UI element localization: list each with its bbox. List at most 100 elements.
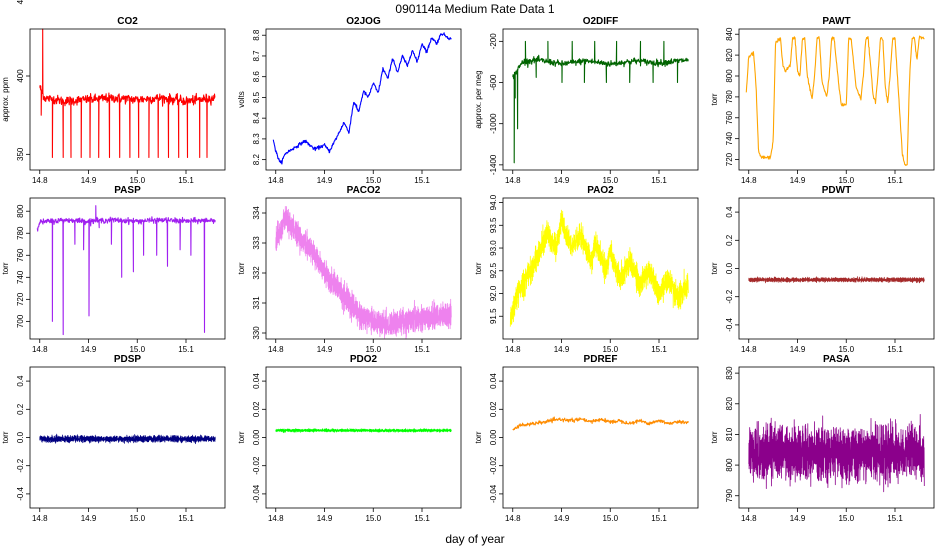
panel-title: CO2: [117, 16, 138, 27]
y-tick-label: 0.2: [725, 234, 734, 246]
series-line: [36, 205, 216, 336]
x-tick-label: 14.8: [505, 514, 521, 523]
panel-pasa: PASA torr 14.8 14.9 15.0 15.1 790 800 810 820 830: [710, 354, 935, 523]
panel-co2: CO2 approx. ppm 14.8 14.9 15.0 15.1 350 400 450: [1, 0, 226, 185]
y-tick-label: 0.2: [16, 403, 25, 415]
x-tick-label: 15.1: [651, 345, 667, 354]
y-tick-label: 8.5: [252, 91, 261, 103]
y-axis-label: approx. per meg: [474, 70, 483, 128]
plot-frame: [29, 28, 226, 171]
y-tick-label: 93.0: [489, 240, 498, 256]
x-tick-label: 15.1: [414, 176, 430, 185]
panel-pdwt: PDWT torr 14.8 14.9 15.0 15.1 -0.4 -0.2 0.0 0.2 0.…: [710, 185, 935, 354]
panel-pasp: PASP torr 14.8 14.9 15.0 15.1 700 720 740 760 780 8…: [1, 185, 226, 354]
x-tick-label: 14.9: [790, 514, 806, 523]
x-tick-label: 14.8: [505, 176, 521, 185]
x-tick-label: 14.9: [317, 514, 333, 523]
x-tick-label: 14.8: [268, 514, 284, 523]
y-tick-label: 92.5: [489, 262, 498, 278]
y-tick-label: 780: [16, 226, 25, 240]
y-tick-label: 740: [16, 270, 25, 284]
x-tick-label: 14.8: [741, 176, 757, 185]
y-tick-label: 810: [725, 427, 734, 441]
x-tick-label: 15.0: [365, 345, 381, 354]
y-tick-label: 800: [16, 204, 25, 218]
x-tick-label: 14.9: [317, 345, 333, 354]
x-tick-label: 14.9: [554, 514, 570, 523]
y-tick-label: 820: [725, 48, 734, 62]
y-tick-label: 400: [16, 69, 25, 83]
x-tick-label: 15.0: [129, 514, 145, 523]
x-tick-label: 15.1: [414, 345, 430, 354]
y-tick-label: 760: [725, 111, 734, 125]
y-axis-label: torr: [474, 431, 483, 443]
panel-o2jog: O2JOG volts 14.8 14.9 15.0 15.1 8.2 8.3 8.4 8.5 8.…: [237, 16, 462, 185]
y-tick-label: 350: [16, 147, 25, 161]
y-axis-label: torr: [710, 93, 719, 105]
y-tick-label: 0.00: [489, 429, 498, 445]
y-tick-label: 332: [252, 266, 261, 280]
y-tick-label: -0.4: [725, 317, 734, 331]
x-tick-label: 14.9: [317, 176, 333, 185]
x-tick-label: 14.8: [32, 514, 48, 523]
panel-grid: CO2 approx. ppm 14.8 14.9 15.0 15.1 350 400 450 O…: [1, 0, 935, 523]
y-tick-label: 0.4: [16, 375, 25, 387]
series-line: [275, 428, 452, 434]
panel-title: PASA: [823, 354, 850, 365]
y-tick-label: -600: [489, 74, 498, 91]
panel-title: PDSP: [114, 354, 142, 365]
panel-pdo2: PDO2 torr 14.8 14.9 15.0 15.1 -0.04 -0.02 0.00 0.…: [237, 354, 462, 523]
x-tick-label: 14.8: [32, 176, 48, 185]
y-tick-label: 820: [725, 397, 734, 411]
y-tick-label: -0.04: [489, 484, 498, 503]
y-tick-label: 334: [252, 206, 261, 220]
y-tick-label: 720: [725, 152, 734, 166]
plot-frame: [265, 197, 462, 340]
x-tick-label: 15.1: [887, 345, 903, 354]
x-tick-label: 14.8: [268, 176, 284, 185]
figure-xlabel: day of year: [445, 532, 504, 546]
x-tick-label: 15.1: [178, 176, 194, 185]
y-tick-label: 8.3: [252, 133, 261, 145]
x-tick-label: 15.0: [365, 514, 381, 523]
y-tick-label: 91.5: [489, 308, 498, 324]
y-axis-label: torr: [474, 262, 483, 274]
y-tick-label: 330: [252, 326, 261, 340]
y-axis-label: approx. ppm: [1, 77, 10, 122]
y-tick-label: -0.4: [16, 486, 25, 500]
y-tick-label: 0.04: [252, 373, 261, 389]
panel-title: PDWT: [822, 185, 851, 196]
y-tick-label: 8.7: [252, 50, 261, 62]
y-axis-label: volts: [237, 91, 246, 107]
x-tick-label: 15.0: [129, 176, 145, 185]
plot-frame: [265, 28, 462, 171]
y-tick-label: 0.0: [725, 262, 734, 274]
series-line: [39, 28, 216, 159]
x-tick-label: 14.8: [505, 345, 521, 354]
series-line: [745, 35, 925, 166]
x-tick-label: 15.0: [602, 345, 618, 354]
y-tick-label: 0.02: [252, 401, 261, 417]
y-tick-label: -1000: [489, 113, 498, 134]
y-axis-label: torr: [1, 431, 10, 443]
panel-title: PDO2: [350, 354, 378, 365]
y-tick-label: 700: [16, 314, 25, 328]
x-tick-label: 15.1: [178, 514, 194, 523]
y-tick-label: 8.4: [252, 112, 261, 124]
x-tick-label: 14.8: [741, 514, 757, 523]
x-tick-label: 14.9: [554, 345, 570, 354]
y-axis-label: torr: [237, 431, 246, 443]
plot-frame: [738, 197, 935, 340]
panel-pdref: PDREF torr 14.8 14.9 15.0 15.1 -0.04 -0.02 0.00 0…: [474, 354, 699, 523]
x-tick-label: 15.0: [602, 176, 618, 185]
y-tick-label: -200: [489, 33, 498, 50]
plot-frame: [502, 197, 699, 340]
y-tick-label: 840: [725, 27, 734, 41]
x-tick-label: 15.1: [178, 345, 194, 354]
y-tick-label: 760: [16, 248, 25, 262]
y-tick-label: 8.2: [252, 154, 261, 166]
y-tick-label: 333: [252, 236, 261, 250]
y-tick-label: 0.00: [252, 429, 261, 445]
y-tick-label: 93.5: [489, 217, 498, 233]
